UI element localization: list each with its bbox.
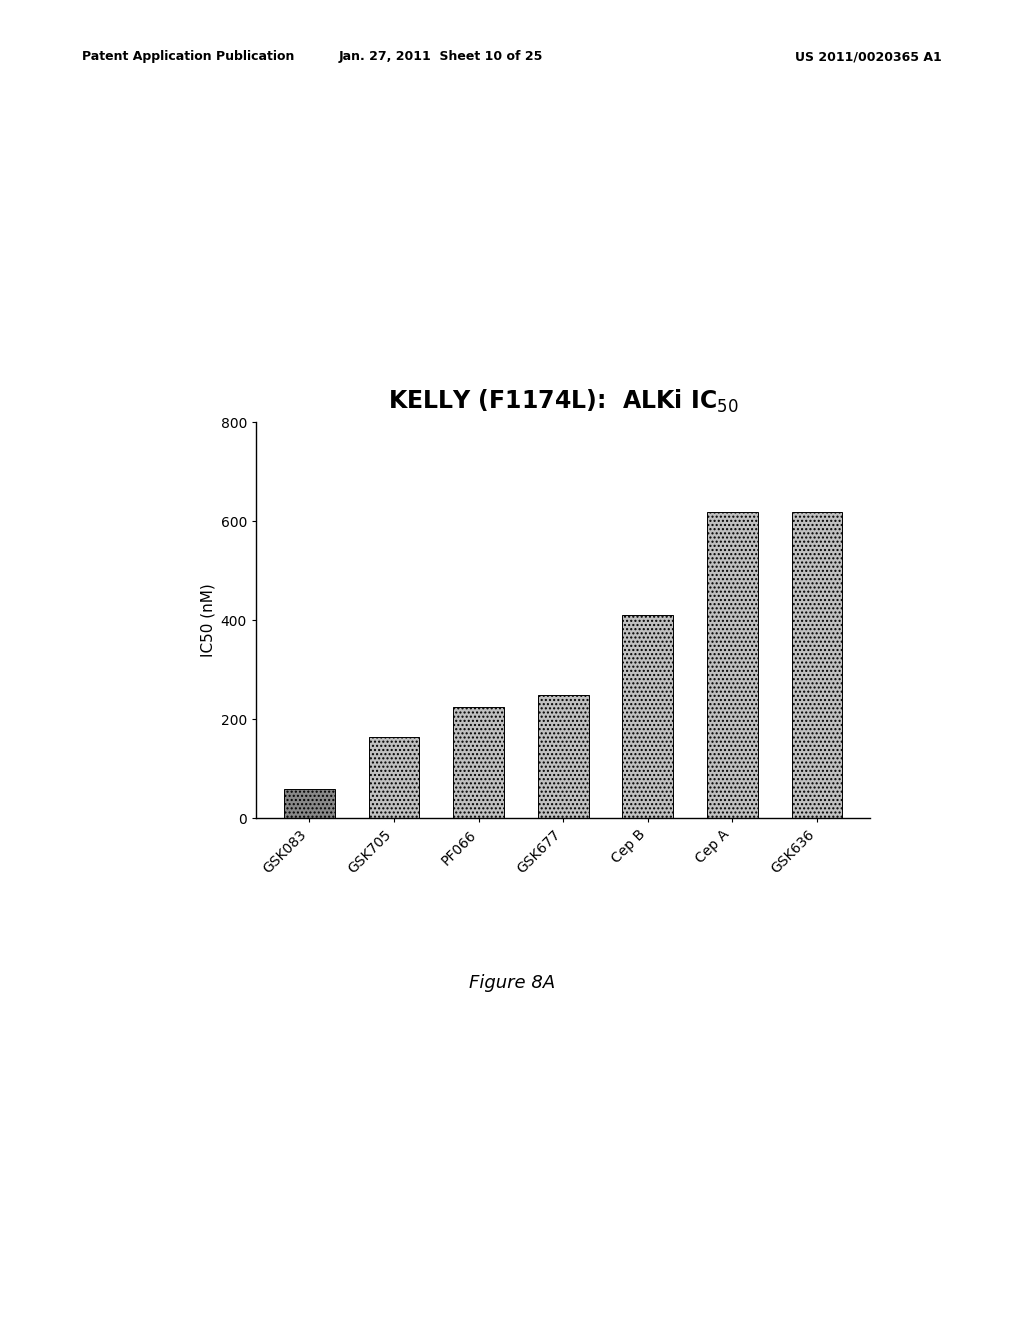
Y-axis label: IC50 (nM): IC50 (nM) [200,583,215,657]
Bar [369,737,420,818]
Bar [707,511,758,818]
Bar [792,511,843,818]
Text: Patent Application Publication: Patent Application Publication [82,50,294,63]
Title: KELLY (F1174L):  ALKi IC$_{50}$: KELLY (F1174L): ALKi IC$_{50}$ [388,388,738,414]
Bar [284,788,335,818]
Text: Jan. 27, 2011  Sheet 10 of 25: Jan. 27, 2011 Sheet 10 of 25 [338,50,543,63]
Text: US 2011/0020365 A1: US 2011/0020365 A1 [796,50,942,63]
Bar [623,615,673,818]
Bar [454,708,504,818]
Bar [538,694,589,818]
Text: Figure 8A: Figure 8A [469,974,555,993]
